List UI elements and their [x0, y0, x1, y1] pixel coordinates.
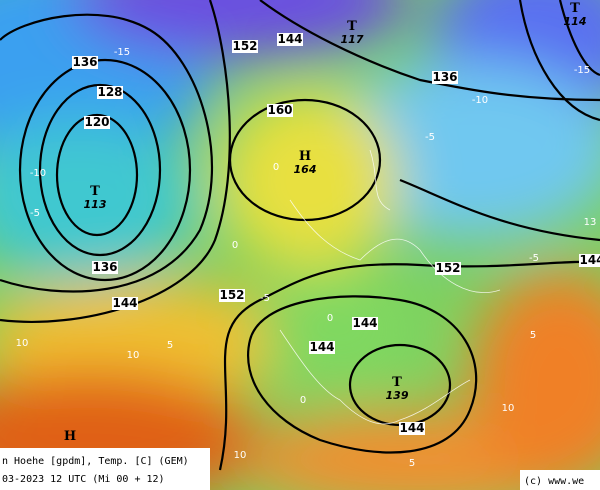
temperature-label: -15: [114, 47, 130, 58]
system-value: 113: [84, 198, 107, 211]
contour-label: 144: [352, 316, 377, 330]
contour-label: 128: [97, 85, 122, 99]
legend-box: [0, 448, 210, 490]
temperature-label: 0: [300, 395, 306, 406]
coastlines: [279, 149, 501, 425]
contour-label-bg: [267, 104, 293, 117]
temperature-label: -5: [425, 132, 435, 143]
contour-label: 152: [232, 39, 257, 53]
contour-label: 152: [435, 261, 460, 275]
contour-label: 144: [399, 421, 424, 435]
contour-label-bg: [435, 262, 461, 275]
contour-label: 136: [432, 70, 457, 84]
legend-line: n Hoehe [gpdm], Temp. [C] (GEM): [2, 456, 189, 467]
contour-label-bg: [97, 86, 123, 99]
system-value: 114: [564, 15, 587, 28]
temperature-label: 10: [502, 403, 515, 414]
contour-label: 144: [579, 253, 600, 267]
system-letter: T: [347, 19, 357, 34]
temperature-label: -15: [574, 65, 590, 76]
system-letter: T: [392, 375, 402, 390]
temperature-label: -5: [260, 293, 270, 304]
contour-label-bg: [277, 33, 303, 46]
contour-label-bg: [219, 289, 245, 302]
temperature-label: 13: [584, 217, 597, 228]
temperature-label: -5: [529, 253, 539, 264]
contour-label-bg: [399, 422, 425, 435]
system-letter: H: [299, 149, 311, 164]
copyright: (c) www.we: [524, 476, 584, 487]
temperature-label: 5: [409, 458, 415, 469]
contour-label: 144: [112, 296, 137, 310]
contour-label-bg: [72, 56, 98, 69]
contour-label: 160: [267, 103, 292, 117]
contour-label: 152: [219, 288, 244, 302]
contour-label: 136: [72, 55, 97, 69]
temperature-label: -10: [472, 95, 488, 106]
temperature-label: 10: [16, 338, 29, 349]
contour-label-bg: [232, 40, 258, 53]
system-letter: T: [90, 184, 100, 199]
system-letter: H: [64, 429, 76, 444]
temperature-label: 5: [530, 330, 536, 341]
temperature-label: 10: [127, 350, 140, 361]
system-value: 117: [341, 33, 364, 46]
contour-label: 144: [309, 340, 334, 354]
temperature-label: 10: [234, 450, 247, 461]
copyright-box: [520, 470, 600, 490]
temperature-label: -10: [30, 168, 46, 179]
contour-label-bg: [309, 341, 335, 354]
contour-label-bg: [84, 116, 110, 129]
contour-label-bg: [352, 317, 378, 330]
contour-label-bg: [579, 254, 600, 267]
contour-label: 120: [84, 115, 109, 129]
system-letter: T: [570, 1, 580, 16]
contour-label-bg: [432, 71, 458, 84]
contour-label: 144: [277, 32, 302, 46]
contour-label-bg: [112, 297, 138, 310]
system-value: 139: [386, 389, 409, 402]
temperature-label: 5: [167, 340, 173, 351]
temperature-label: 0: [273, 162, 279, 173]
system-value: 164: [294, 163, 317, 176]
legend-line: 03-2023 12 UTC (Mi 00 + 12): [2, 474, 165, 485]
temperature-label: 0: [327, 313, 333, 324]
temperature-label: -5: [30, 208, 40, 219]
contour-label: 136: [92, 260, 117, 274]
contour-label-bg: [92, 261, 118, 274]
temperature-label: 0: [232, 240, 238, 251]
